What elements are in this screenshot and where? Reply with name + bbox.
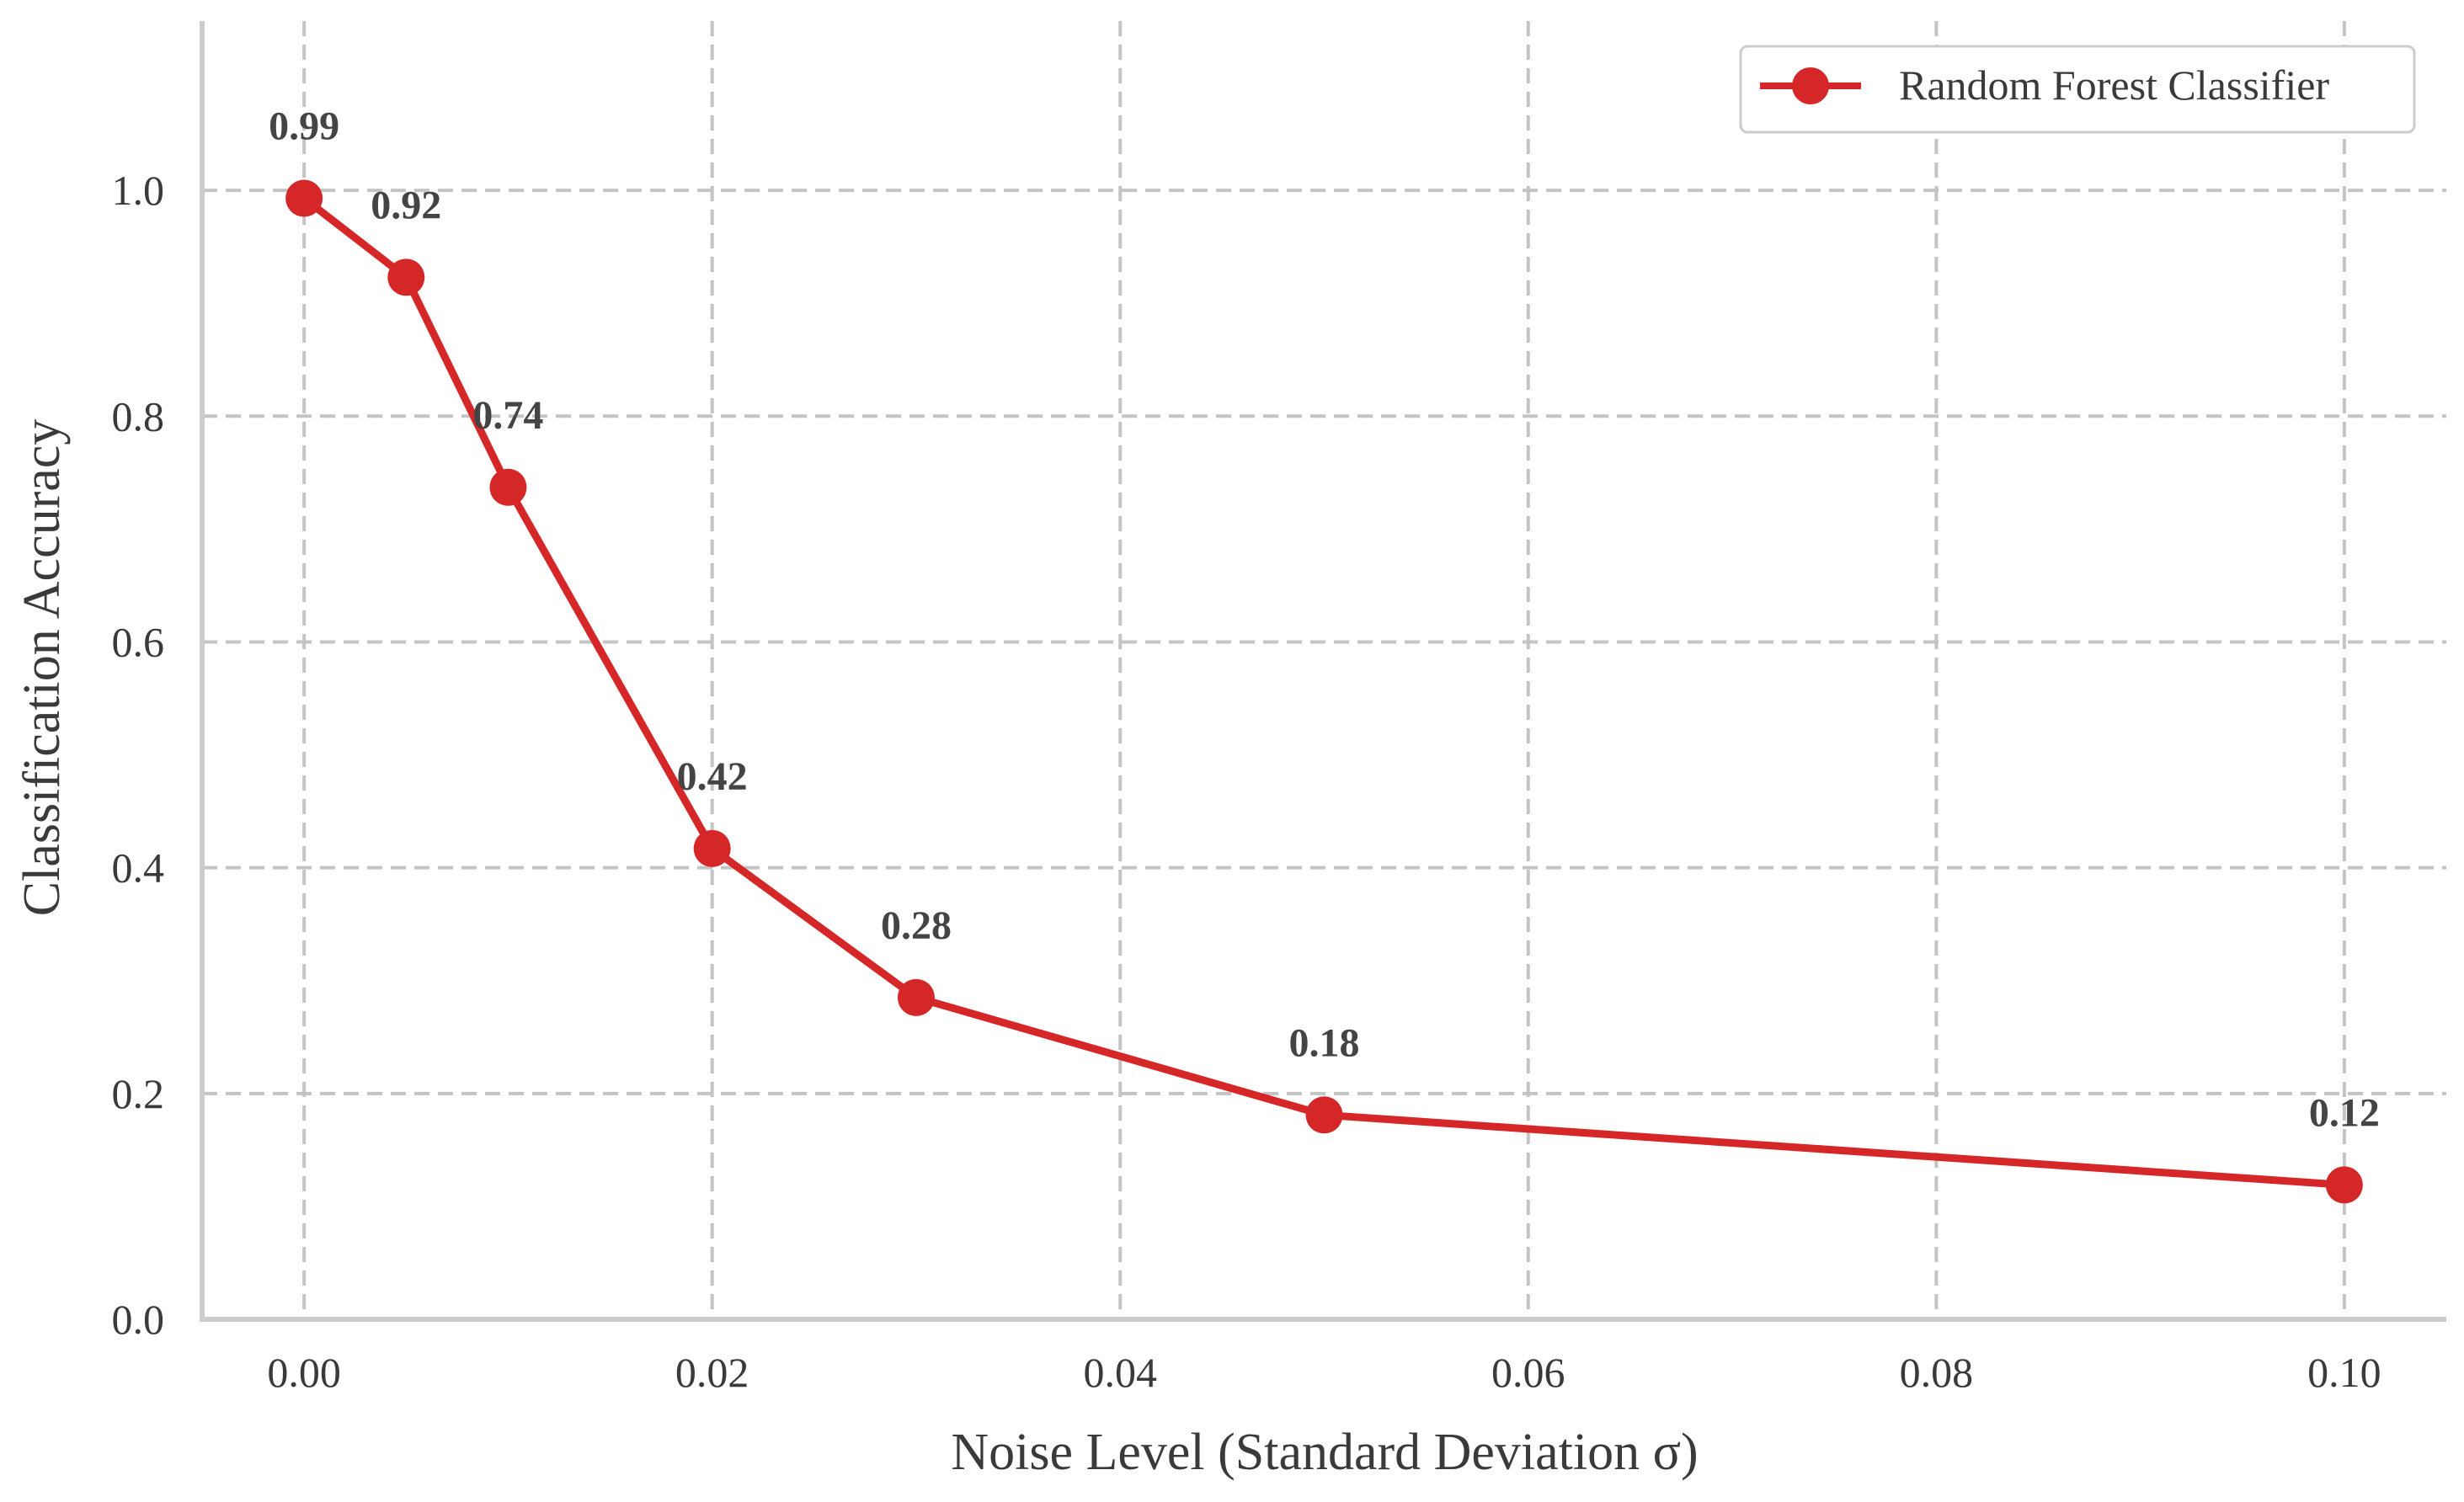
y-tick-label: 1.0 (112, 167, 165, 214)
data-point-label: 0.92 (371, 183, 441, 227)
data-labels: 0.99 0.92 0.74 0.42 0.28 0.18 0.12 (269, 104, 2380, 1136)
x-tick-label: 0.02 (675, 1349, 749, 1396)
data-point (1305, 1096, 1343, 1134)
data-point-label: 0.18 (1289, 1020, 1360, 1065)
grid (202, 21, 2446, 1319)
x-tick-label: 0.08 (1900, 1349, 1974, 1396)
data-point-label: 0.12 (2309, 1090, 2380, 1135)
series-layer (285, 179, 2363, 1204)
data-point (897, 978, 935, 1016)
data-point-label: 0.28 (881, 903, 952, 948)
x-tick-label: 0.04 (1083, 1349, 1157, 1396)
data-point (489, 468, 527, 506)
legend-box (1739, 45, 2416, 134)
x-axis-title: Noise Level (Standard Deviation σ) (951, 1424, 1698, 1481)
axes-spines (200, 21, 2446, 1322)
legend-entry-label: Random Forest Classifier (1899, 61, 2329, 109)
y-tick-label: 0.4 (112, 844, 165, 892)
data-point-label: 0.99 (269, 104, 339, 149)
y-tick-label: 0.2 (112, 1070, 165, 1117)
data-point (693, 829, 731, 867)
legend: Random Forest Classifier (1739, 45, 2416, 134)
y-tick-label: 0.0 (112, 1296, 165, 1343)
tick-labels: 0.00 0.02 0.04 0.06 0.08 0.10 0.0 0.2 0.4 0.6 0.8 1… (112, 167, 2381, 1396)
y-axis-title: Classification Accuracy (13, 419, 71, 917)
data-point-label: 0.74 (472, 393, 543, 438)
data-point (285, 179, 323, 217)
y-tick-label: 0.6 (112, 618, 165, 665)
x-tick-label: 0.10 (2307, 1349, 2381, 1396)
data-point-label: 0.42 (677, 754, 748, 799)
legend-circle-marker (1792, 67, 1829, 104)
data-point (387, 258, 425, 296)
data-point (2325, 1166, 2363, 1204)
x-tick-label: 0.00 (267, 1349, 341, 1396)
x-tick-label: 0.06 (1491, 1349, 1565, 1396)
y-tick-label: 0.8 (112, 392, 165, 439)
